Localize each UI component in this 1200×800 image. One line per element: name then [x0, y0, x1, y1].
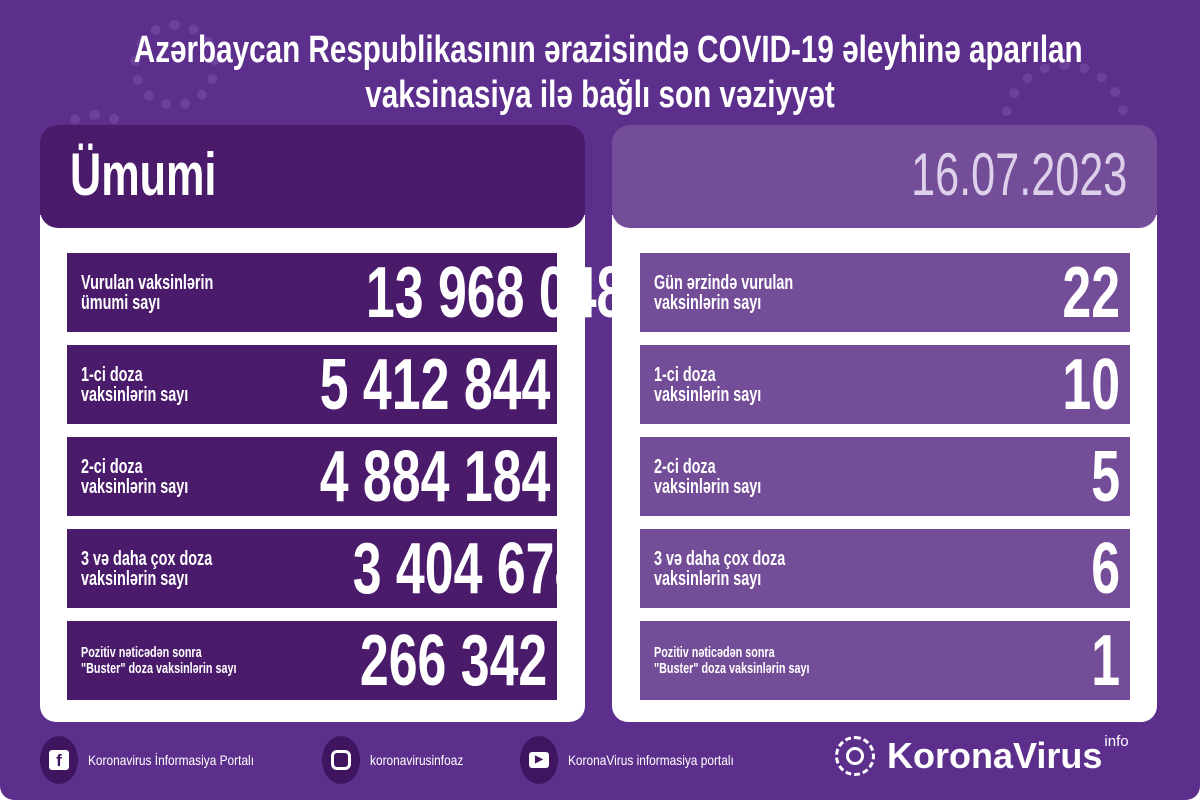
- total-header: Ümumi: [40, 125, 585, 228]
- stat-value: 13 968 048: [365, 252, 626, 333]
- stat-label: 3 və daha çox doza vaksinlərin sayı: [81, 547, 213, 590]
- logo-text: KoronaVirus: [887, 735, 1103, 776]
- stat-value: 4 884 184: [319, 436, 551, 517]
- stat-label: 1-ci doza vaksinlərin sayı: [654, 363, 762, 406]
- title-line-2: vaksinasiya ilə bağlı son vəziyyət: [365, 74, 835, 116]
- stat-label: Gün ərzində vurulan vaksinlərin sayı: [654, 271, 794, 314]
- instagram-link[interactable]: koronavirusinfoaz: [322, 735, 480, 785]
- left-stat-row: 1-ci doza vaksinlərin sayı 5 412 844: [67, 345, 557, 424]
- right-stat-row: Gün ərzində vurulan vaksinlərin sayı 22: [640, 253, 1130, 332]
- sun-virus-icon: [835, 736, 875, 776]
- stat-value: 5 412 844: [319, 344, 551, 425]
- stat-label: Pozitiv nəticədən sonra "Buster" doza vak…: [654, 643, 810, 677]
- stat-value: 5: [1091, 436, 1120, 517]
- left-stat-row: Vurulan vaksinlərin ümumi sayı 13 968 048: [67, 253, 625, 332]
- stat-value: 266 342: [359, 620, 547, 701]
- date-label: 16.07.2023: [910, 141, 1127, 208]
- stat-value: 3 404 678: [352, 528, 584, 609]
- stat-label: 3 və daha çox doza vaksinlərin sayı: [654, 547, 786, 590]
- stat-label: 1-ci doza vaksinlərin sayı: [81, 363, 189, 406]
- stat-value: 1: [1091, 620, 1120, 701]
- total-card: Ümumi Vurulan vaksinlərin ümumi sayı 13 96…: [40, 125, 625, 722]
- virus-decoration-icon: [130, 20, 220, 110]
- daily-header: 16.07.2023: [612, 125, 1157, 228]
- youtube-text: KoronaVirus informasiya portalı: [568, 752, 734, 768]
- youtube-link[interactable]: ▶ KoronaVirus informasiya portalı: [520, 735, 763, 785]
- koronavirus-logo: KoronaVirus info: [835, 733, 1129, 777]
- right-stat-row: 3 və daha çox doza vaksinlərin sayı 6: [640, 529, 1130, 608]
- title-line-1: Azərbaycan Respublikasının ərazisində CO…: [133, 29, 1083, 71]
- left-stat-row: 2-ci doza vaksinlərin sayı 4 884 184: [67, 437, 557, 516]
- stat-label: 2-ci doza vaksinlərin sayı: [654, 455, 762, 498]
- right-stat-row: Pozitiv nəticədən sonra "Buster" doza vak…: [640, 621, 1130, 700]
- facebook-text: Koronavirus İnformasiya Portalı: [88, 752, 255, 768]
- stat-label: Vurulan vaksinlərin ümumi sayı: [81, 271, 214, 314]
- instagram-text: koronavirusinfoaz: [370, 752, 464, 768]
- daily-card: 16.07.2023 Gün ərzində vurulan vaksinləri…: [612, 125, 1157, 722]
- instagram-icon: [322, 736, 360, 784]
- facebook-icon: f: [40, 736, 78, 784]
- logo-sup: info: [1104, 733, 1129, 750]
- facebook-link[interactable]: f Koronavirus İnformasiya Portalı: [40, 735, 283, 785]
- stat-value: 10: [1062, 344, 1120, 425]
- stat-value: 22: [1062, 252, 1120, 333]
- left-stat-row: Pozitiv nəticədən sonra "Buster" doza vak…: [67, 621, 557, 700]
- stat-label: 2-ci doza vaksinlərin sayı: [81, 455, 189, 498]
- right-stat-row: 1-ci doza vaksinlərin sayı 10: [640, 345, 1130, 424]
- total-heading: Ümumi: [70, 141, 217, 208]
- stat-label: Pozitiv nəticədən sonra "Buster" doza vak…: [81, 643, 237, 677]
- stat-value: 6: [1091, 528, 1120, 609]
- right-stat-row: 2-ci doza vaksinlərin sayı 5: [640, 437, 1130, 516]
- youtube-icon: ▶: [520, 736, 558, 784]
- left-stat-row: 3 və daha çox doza vaksinlərin sayı 3 404 …: [67, 529, 584, 608]
